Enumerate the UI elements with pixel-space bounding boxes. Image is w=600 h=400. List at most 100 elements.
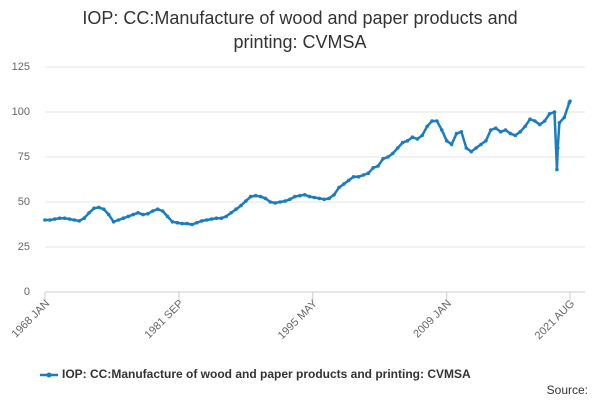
- data-point: [180, 221, 184, 226]
- data-point: [537, 122, 542, 127]
- data-point: [552, 110, 557, 114]
- data-point: [415, 137, 420, 141]
- data-point: [332, 193, 336, 197]
- data-point: [474, 146, 478, 150]
- data-point: [67, 217, 72, 221]
- data-point: [101, 207, 106, 211]
- data-point: [165, 214, 170, 219]
- data-point: [391, 151, 395, 156]
- data-point: [464, 146, 469, 150]
- data-point: [199, 219, 204, 223]
- data-point: [229, 211, 233, 215]
- data-point: [498, 130, 503, 134]
- data-point: [469, 149, 474, 154]
- data-point: [440, 128, 444, 132]
- data-point: [528, 117, 532, 121]
- y-tick-label: 0: [24, 286, 30, 298]
- data-point: [435, 119, 439, 123]
- data-point: [312, 195, 317, 200]
- data-point: [52, 217, 57, 221]
- data-point: [327, 196, 331, 201]
- data-point: [317, 196, 322, 201]
- data-point: [454, 131, 459, 136]
- data-point: [87, 211, 91, 215]
- data-point: [219, 216, 224, 220]
- data-point: [263, 196, 268, 201]
- y-tick-label: 75: [18, 151, 30, 163]
- data-point: [224, 214, 229, 219]
- y-tick-label: 50: [18, 196, 30, 208]
- data-point: [484, 139, 488, 143]
- data-point: [518, 130, 522, 134]
- data-point: [48, 218, 52, 222]
- data-point: [111, 220, 116, 224]
- data-point: [209, 217, 214, 221]
- legend-marker: [46, 372, 52, 378]
- data-point: [337, 185, 341, 190]
- data-point: [278, 200, 282, 204]
- data-point: [449, 142, 454, 147]
- data-point: [175, 220, 180, 225]
- data-point: [366, 171, 371, 175]
- data-point: [239, 203, 243, 208]
- data-point: [244, 199, 248, 203]
- data-point: [307, 194, 312, 199]
- data-point: [253, 193, 258, 198]
- data-point: [82, 216, 86, 220]
- data-point: [146, 211, 150, 216]
- data-point: [405, 139, 410, 143]
- data-point: [121, 216, 126, 220]
- data-point: [547, 112, 552, 116]
- x-tick-label: 1981 SEP: [143, 298, 187, 342]
- data-point: [126, 214, 131, 219]
- data-point: [425, 124, 429, 129]
- data-point: [430, 119, 434, 123]
- data-point: [371, 166, 376, 170]
- data-point: [155, 207, 160, 211]
- data-point: [297, 193, 302, 198]
- data-point: [136, 211, 140, 215]
- data-point: [523, 124, 527, 129]
- legend: IOP: CC:Manufacture of wood and paper pr…: [40, 367, 471, 381]
- x-tick-label: 2009 JAN: [411, 298, 454, 341]
- data-point: [555, 167, 559, 172]
- data-point: [568, 99, 572, 103]
- chart-title: IOP: CC:Manufacture of wood and paper pr…: [82, 8, 518, 52]
- data-point: [283, 199, 287, 203]
- data-point: [542, 119, 547, 123]
- series-line: [45, 100, 572, 226]
- x-tick-label: 1995 MAY: [276, 297, 321, 342]
- y-tick-label: 100: [12, 106, 30, 118]
- data-point: [381, 157, 385, 161]
- data-point: [420, 133, 425, 138]
- data-point: [160, 209, 165, 213]
- data-point: [322, 197, 327, 202]
- data-point: [400, 140, 405, 145]
- data-point: [508, 131, 513, 136]
- data-point: [273, 201, 278, 205]
- data-point: [479, 142, 483, 147]
- data-point: [72, 218, 77, 222]
- data-point: [493, 126, 498, 130]
- data-point: [62, 216, 67, 220]
- data-point: [376, 164, 380, 168]
- data-point: [185, 221, 189, 226]
- legend-label: IOP: CC:Manufacture of wood and paper pr…: [62, 367, 471, 381]
- data-point: [204, 218, 209, 222]
- data-point: [43, 218, 47, 222]
- data-point: [141, 212, 145, 217]
- data-point: [395, 146, 400, 150]
- data-point: [562, 115, 567, 120]
- data-point: [351, 175, 356, 179]
- source-label: Source:: [547, 383, 588, 397]
- data-point: [293, 194, 297, 199]
- data-point: [77, 219, 82, 223]
- y-tick-label: 125: [12, 61, 30, 73]
- data-point: [288, 197, 292, 202]
- data-point: [503, 128, 508, 132]
- data-point: [356, 175, 361, 179]
- data-point: [410, 135, 415, 139]
- data-point: [214, 216, 219, 220]
